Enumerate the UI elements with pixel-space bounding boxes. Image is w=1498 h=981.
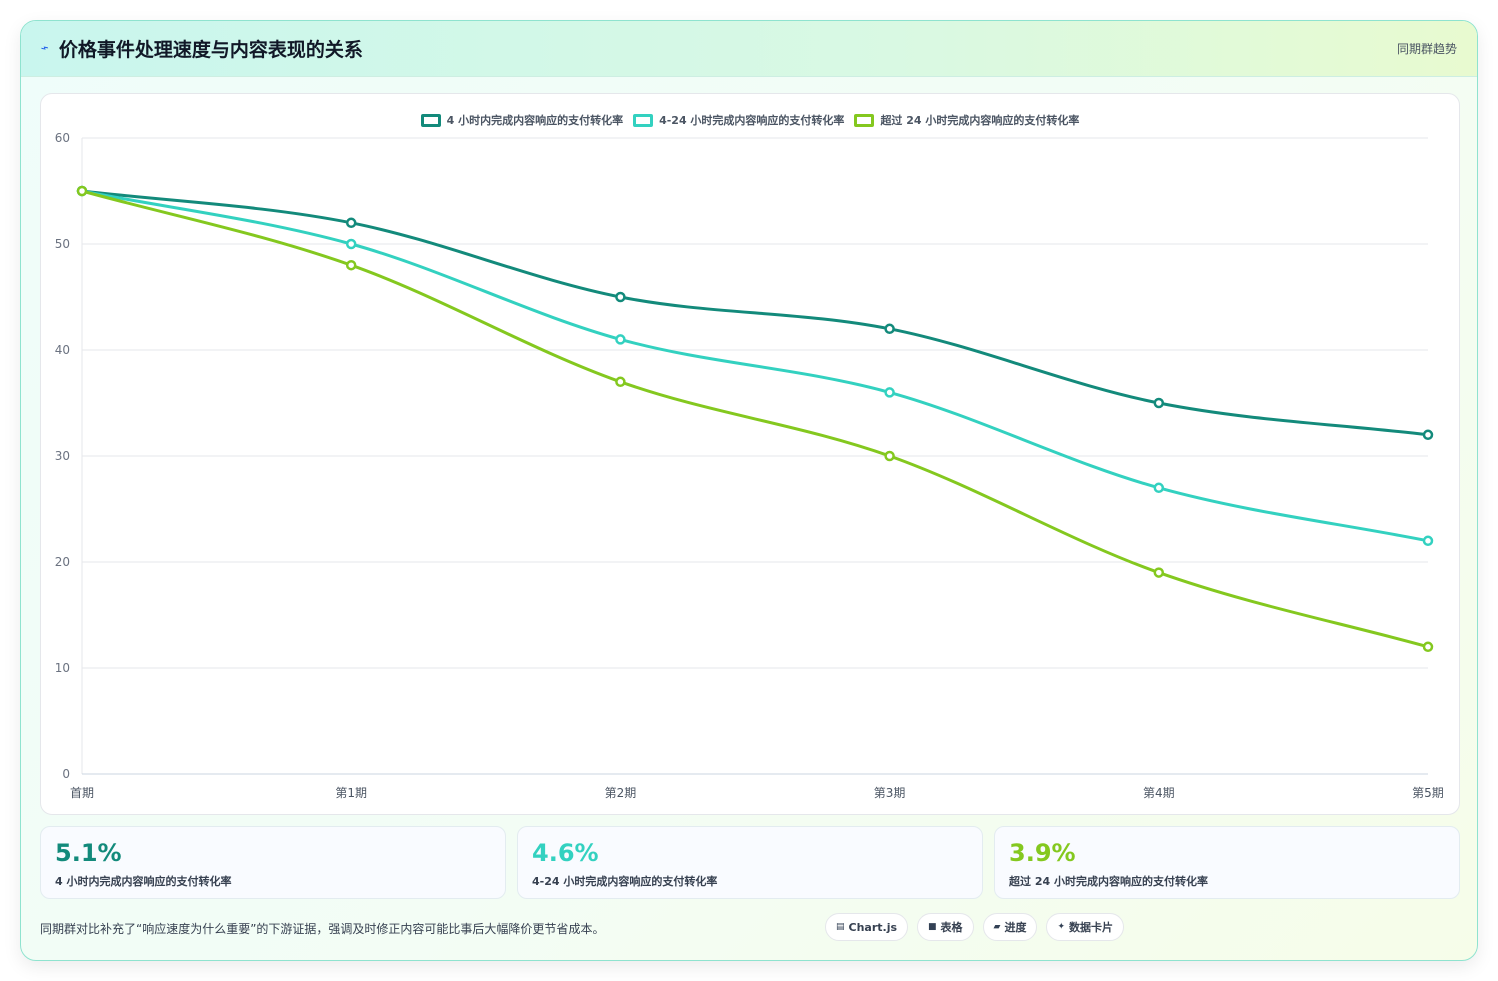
legend-swatch-fast xyxy=(420,113,441,127)
data-point xyxy=(615,376,626,388)
data-point xyxy=(615,334,626,345)
legend-label-fast: 4 小时内完成内容响应的支付转化率 xyxy=(446,114,624,127)
chart-card: ⌁ 价格事件处理速度与内容表现的关系 同期群趋势 4 小时内完成内容响应的支付转… xyxy=(20,20,1478,961)
footer-note: 同期群对比补充了“响应速度为什么重要”的下游证据，强调及时修正内容可能比事后大幅… xyxy=(40,921,605,936)
chip-group: ▤ Chart.js ■ 表格 ▰ 进度 ✦ 数据卡片 xyxy=(825,913,1125,941)
data-point xyxy=(1153,482,1165,494)
lightning-icon: ⌁ xyxy=(38,40,52,57)
x-tick-label: 第3期 xyxy=(874,786,906,800)
chip-data-card[interactable]: ✦ 数据卡片 xyxy=(1046,913,1125,941)
progress-icon: ▰ xyxy=(993,922,1001,932)
legend-item-medium[interactable]: 4-24 小时完成内容响应的支付转化率 xyxy=(633,112,844,128)
data-point xyxy=(345,259,357,271)
data-point xyxy=(1422,535,1434,547)
data-point xyxy=(76,185,88,197)
x-tick-label: 首期 xyxy=(70,786,94,800)
data-point xyxy=(884,450,895,462)
table-icon: ■ xyxy=(928,922,937,932)
data-point xyxy=(615,291,626,303)
data-point xyxy=(1422,641,1434,653)
y-tick-label: 30 xyxy=(55,449,70,463)
legend-item-fast[interactable]: 4 小时内完成内容响应的支付转化率 xyxy=(420,112,624,128)
y-tick-label: 20 xyxy=(55,555,70,569)
data-point xyxy=(1422,429,1434,441)
chip-label: 进度 xyxy=(1004,921,1027,934)
chip-chartjs[interactable]: ▤ Chart.js xyxy=(825,913,909,941)
chart-icon: ▤ xyxy=(836,922,845,932)
y-tick-label: 10 xyxy=(55,661,70,675)
chip-label: Chart.js xyxy=(848,920,898,934)
x-tick-label: 第5期 xyxy=(1412,786,1444,800)
x-tick-label: 第2期 xyxy=(605,786,637,800)
stat-label-medium: 4-24 小时完成内容响应的支付转化率 xyxy=(532,875,718,888)
card-header: ⌁ 价格事件处理速度与内容表现的关系 同期群趋势 xyxy=(21,21,1477,77)
data-point xyxy=(1153,567,1165,578)
stat-label-slow: 超过 24 小时完成内容响应的支付转化率 xyxy=(1009,875,1208,888)
data-point xyxy=(345,238,357,250)
legend-label-slow: 超过 24 小时完成内容响应的支付转化率 xyxy=(880,114,1080,127)
chip-label: 数据卡片 xyxy=(1069,921,1114,934)
data-point xyxy=(884,323,895,335)
data-point xyxy=(1153,397,1165,409)
chart-legend: 4 小时内完成内容响应的支付转化率 4-24 小时完成内容响应的支付转化率 超过… xyxy=(41,112,1459,128)
line-chart: 0 10 20 30 40 50 60 首期 第1期 第2期 第3期 第4期 第5期 xyxy=(55,131,1444,800)
chart-panel: 4 小时内完成内容响应的支付转化率 4-24 小时完成内容响应的支付转化率 超过… xyxy=(40,93,1460,815)
chip-table[interactable]: ■ 表格 xyxy=(917,913,974,941)
y-tick-label: 60 xyxy=(55,131,70,145)
legend-label-medium: 4-24 小时完成内容响应的支付转化率 xyxy=(659,114,845,127)
legend-swatch-slow xyxy=(854,113,875,127)
header-tag: 同期群趋势 xyxy=(1396,42,1457,56)
stat-card-medium: 4.6% 4-24 小时完成内容响应的支付转化率 xyxy=(517,826,983,899)
data-point xyxy=(884,387,895,398)
stats-row: 5.1% 4 小时内完成内容响应的支付转化率 4.6% 4-24 小时完成内容响… xyxy=(40,826,1460,899)
x-tick-label: 第4期 xyxy=(1143,786,1175,800)
legend-swatch-medium xyxy=(633,113,654,127)
y-tick-label: 0 xyxy=(62,767,70,781)
stat-card-fast: 5.1% 4 小时内完成内容响应的支付转化率 xyxy=(40,826,506,899)
card-icon: ✦ xyxy=(1057,922,1066,932)
data-point xyxy=(345,217,357,229)
series-line-0 xyxy=(80,189,1430,437)
y-tick-label: 50 xyxy=(55,237,70,251)
series-line-2 xyxy=(80,189,1430,649)
stat-value-medium: 4.6% xyxy=(532,839,599,867)
stat-value-slow: 3.9% xyxy=(1009,839,1076,867)
chip-progress[interactable]: ▰ 进度 xyxy=(982,913,1038,941)
legend-item-slow[interactable]: 超过 24 小时完成内容响应的支付转化率 xyxy=(854,112,1079,128)
x-tick-label: 第1期 xyxy=(335,786,367,800)
card-title: 价格事件处理速度与内容表现的关系 xyxy=(58,39,363,61)
stat-value-fast: 5.1% xyxy=(55,839,122,867)
series-line-1 xyxy=(80,189,1430,543)
y-tick-label: 40 xyxy=(55,343,70,357)
chip-label: 表格 xyxy=(940,921,963,934)
card-footer: 同期群对比补充了“响应速度为什么重要”的下游证据，强调及时修正内容可能比事后大幅… xyxy=(40,913,1460,943)
stat-card-slow: 3.9% 超过 24 小时完成内容响应的支付转化率 xyxy=(994,826,1460,899)
stat-label-fast: 4 小时内完成内容响应的支付转化率 xyxy=(55,875,232,888)
